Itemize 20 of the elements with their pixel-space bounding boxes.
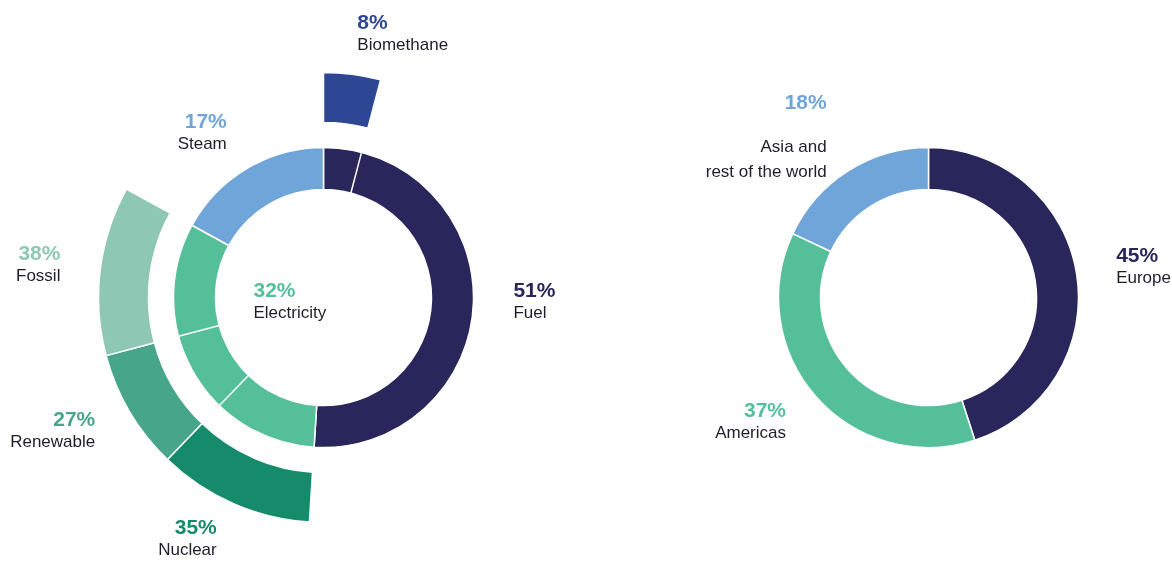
data-label: 45%: [1116, 242, 1159, 266]
data-label: 38%: [18, 240, 61, 264]
slice-label: Fuel: [513, 303, 547, 323]
slice-label: Steam: [177, 133, 227, 153]
data-label: 51%: [513, 278, 556, 302]
slice-label: Americas: [715, 423, 786, 443]
data-label: 35%: [174, 515, 218, 539]
data-label: 32%: [253, 277, 296, 301]
category-label: Renewable: [10, 432, 96, 452]
data-label: 18%: [784, 90, 828, 114]
data-label: 27%: [53, 407, 96, 431]
slice-label: Europe: [1116, 267, 1171, 287]
data-label: 17%: [184, 108, 228, 132]
data-label: 37%: [743, 398, 787, 422]
category-label: Biomethane: [357, 34, 449, 54]
data-label: 8%: [357, 9, 389, 33]
category-label: Nuclear: [158, 540, 218, 560]
slice-label: Electricity: [253, 302, 327, 322]
category-label: Fossil: [16, 265, 61, 285]
slice-label: Asia and rest of the world: [705, 137, 827, 181]
